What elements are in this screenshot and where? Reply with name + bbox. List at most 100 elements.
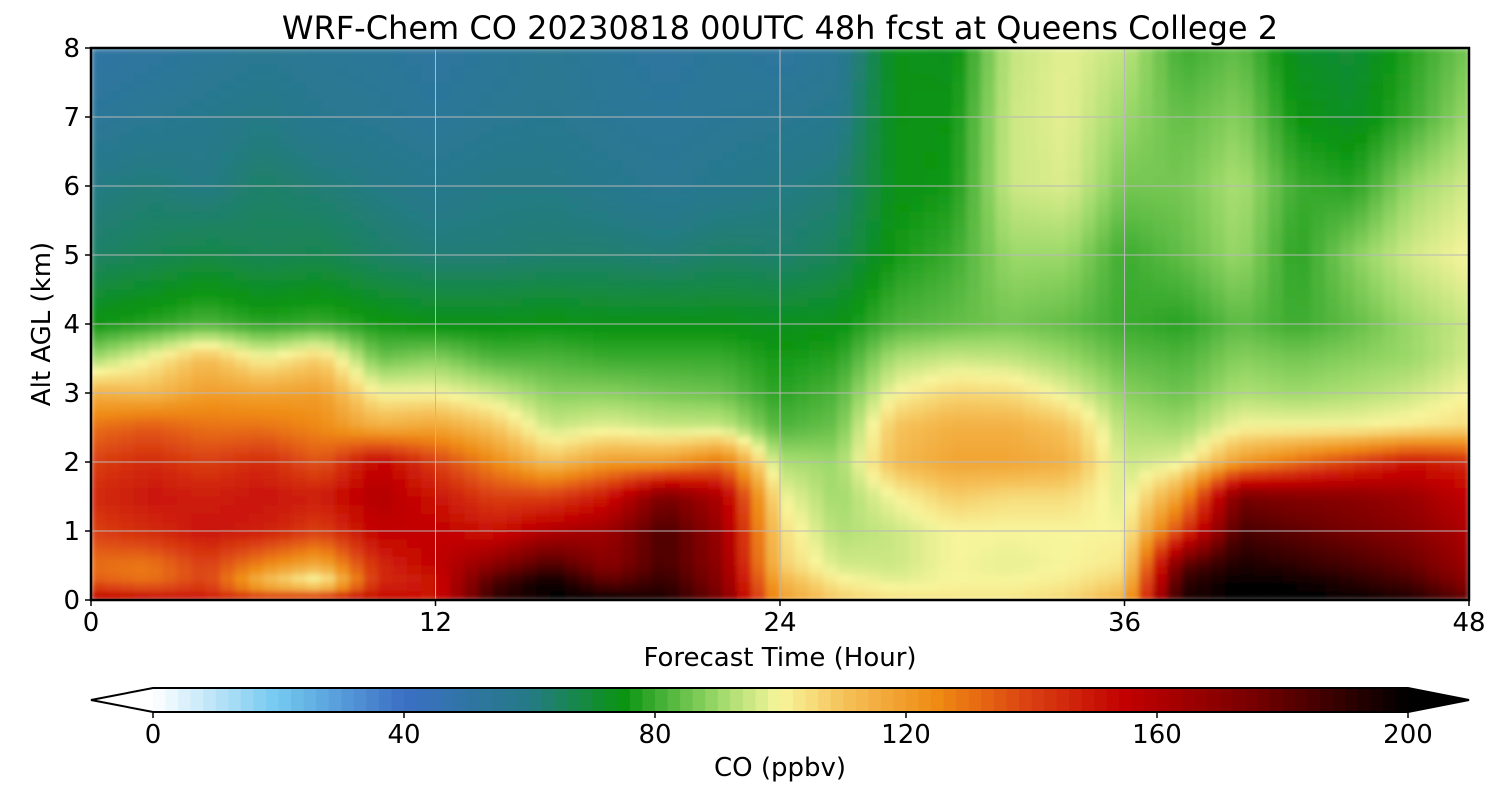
field-cell: [263, 211, 279, 222]
field-cell: [650, 246, 666, 256]
field-cell: [392, 91, 408, 101]
field-cell: [593, 229, 609, 239]
field-cell: [923, 349, 939, 360]
field-cell: [564, 229, 580, 239]
field-cell: [1253, 298, 1269, 308]
field-cell: [1052, 263, 1068, 274]
field-cell: [794, 151, 810, 161]
field-cell: [306, 73, 322, 84]
field-cell: [449, 470, 465, 481]
field-cell: [105, 324, 121, 334]
field-cell: [1311, 306, 1327, 317]
field-cell: [952, 349, 968, 360]
field-cell: [205, 246, 221, 256]
field-cell: [823, 65, 839, 75]
field-cell: [263, 375, 279, 386]
field-cell: [636, 410, 652, 420]
field-cell: [751, 151, 767, 161]
field-cell: [1196, 427, 1212, 437]
field-cell: [220, 306, 236, 317]
field-cell: [808, 280, 824, 291]
field-cell: [923, 272, 939, 282]
field-cell: [622, 220, 638, 230]
field-cell: [1038, 91, 1054, 101]
field-cell: [1210, 237, 1226, 248]
field-cell: [808, 108, 824, 118]
field-cell: [837, 272, 853, 282]
field-cell: [866, 427, 882, 437]
field-cell: [1081, 358, 1097, 368]
field-cell: [1253, 315, 1269, 325]
field-cell: [1425, 99, 1442, 110]
field-cell: [1138, 263, 1154, 274]
field-cell: [665, 220, 681, 230]
field-cell: [1411, 410, 1427, 420]
field-cell: [751, 73, 767, 84]
field-cell: [220, 108, 236, 118]
field-cell: [478, 401, 494, 412]
field-cell: [349, 220, 365, 230]
field-cell: [794, 125, 810, 136]
field-cell: [1153, 367, 1169, 377]
field-cell: [1454, 194, 1469, 205]
field-cell: [1009, 142, 1025, 153]
field-cell: [421, 151, 437, 161]
field-cell: [751, 108, 767, 118]
field-cell: [478, 142, 494, 153]
field-cell: [564, 168, 580, 179]
field-cell: [636, 237, 652, 248]
field-cell: [966, 280, 982, 291]
field-cell: [1153, 142, 1169, 153]
field-cell: [148, 117, 164, 127]
field-cell: [851, 427, 867, 437]
field-cell: [464, 298, 480, 308]
field-cell: [177, 134, 193, 144]
field-cell: [995, 384, 1011, 394]
field-cell: [794, 384, 810, 394]
field-cell: [291, 56, 308, 67]
field-cell: [1067, 229, 1083, 239]
field-cell: [134, 237, 150, 248]
field-cell: [564, 203, 580, 213]
field-cell: [277, 99, 293, 110]
field-cell: [1311, 108, 1327, 118]
field-cell: [205, 237, 221, 248]
field-cell: [550, 73, 566, 84]
field-cell: [593, 82, 609, 92]
field-cell: [808, 160, 824, 170]
field-cell: [134, 65, 150, 75]
field-cell: [851, 142, 867, 153]
field-cell: [507, 220, 523, 230]
field-cell: [1239, 186, 1255, 196]
field-cell: [478, 229, 494, 239]
field-cell: [478, 324, 494, 334]
field-cell: [650, 220, 666, 230]
field-cell: [1224, 401, 1241, 412]
field-cell: [1009, 220, 1025, 230]
field-cell: [1167, 168, 1183, 179]
field-cell: [134, 280, 150, 291]
field-cell: [205, 358, 221, 368]
field-cell: [866, 444, 882, 455]
field-cell: [277, 151, 293, 161]
field-cell: [234, 358, 250, 368]
field-cell: [1153, 418, 1169, 429]
field-cell: [665, 324, 681, 334]
field-cell: [263, 168, 279, 179]
field-cell: [91, 367, 107, 377]
field-cell: [1067, 367, 1083, 377]
field-cell: [105, 168, 121, 179]
field-cell: [1110, 229, 1126, 239]
field-cell: [1253, 142, 1269, 153]
field-cell: [765, 48, 781, 58]
field-cell: [177, 375, 193, 386]
field-cell: [1411, 315, 1427, 325]
field-cell: [507, 418, 523, 429]
field-cell: [277, 73, 293, 84]
field-cell: [205, 108, 221, 118]
field-cell: [923, 332, 939, 343]
field-cell: [220, 125, 236, 136]
field-cell: [937, 48, 954, 58]
field-cell: [1153, 237, 1169, 248]
field-cell: [1181, 168, 1198, 179]
